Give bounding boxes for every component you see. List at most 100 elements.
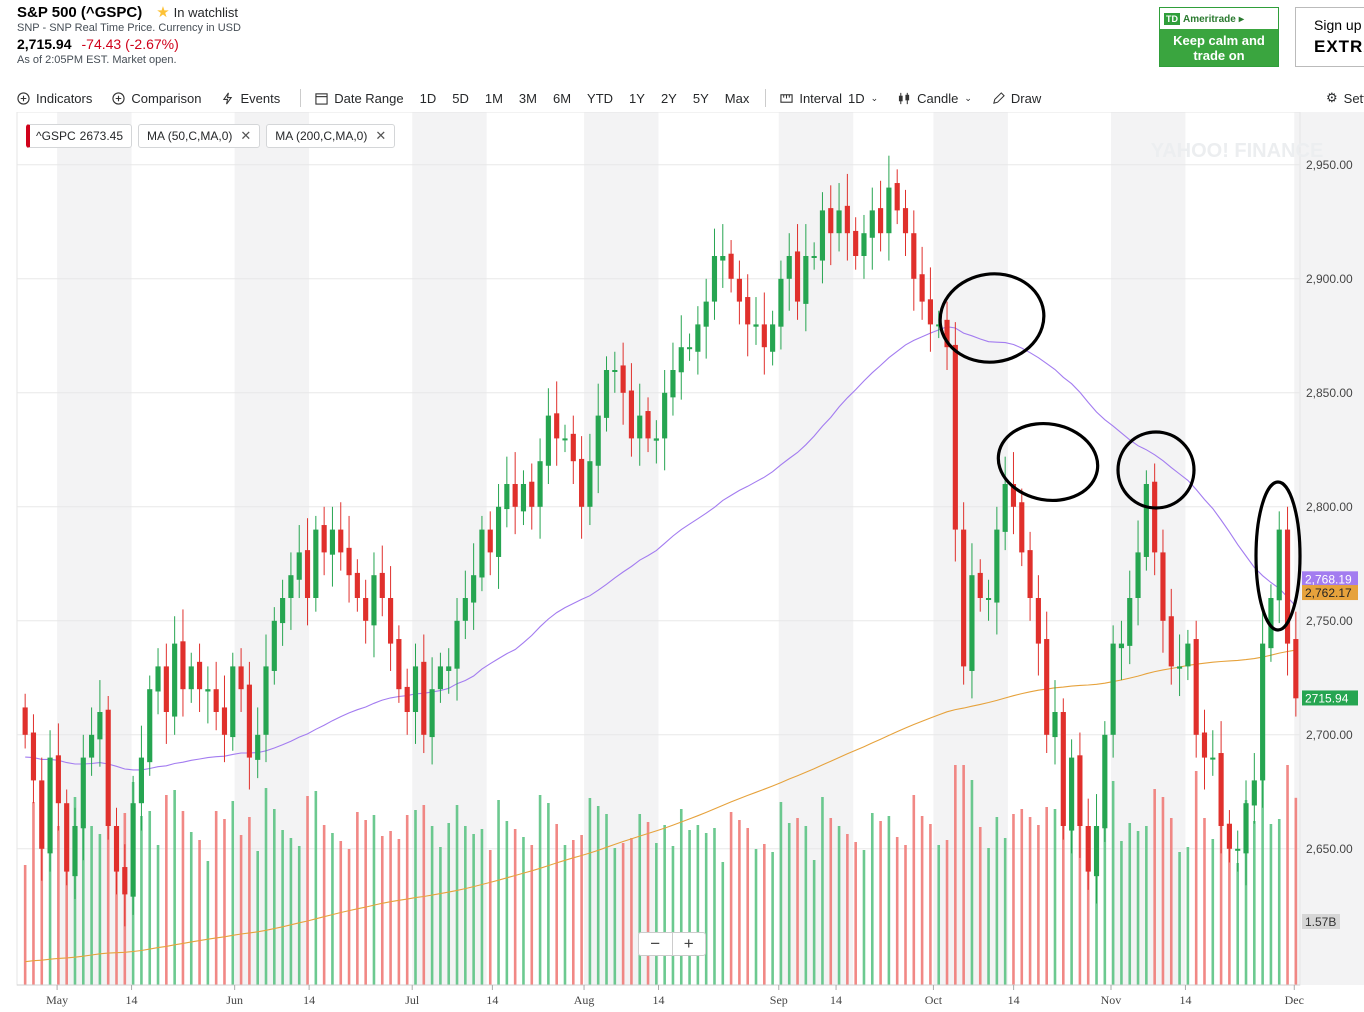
candle-body: [404, 686, 410, 712]
range-1d[interactable]: 1D: [419, 90, 437, 106]
volume-bar: [239, 835, 243, 985]
volume-bar: [1253, 821, 1256, 985]
volume-bar: [887, 816, 891, 985]
volume-bar: [505, 821, 509, 985]
candle-body: [47, 757, 53, 854]
volume-bar: [430, 826, 434, 985]
volume-bar: [90, 826, 93, 985]
close-icon[interactable]: ✕: [375, 128, 387, 143]
volume-bar: [1244, 800, 1248, 985]
range-3m[interactable]: 3M: [518, 90, 537, 106]
date-range-button[interactable]: Date Range: [315, 91, 404, 106]
range-max[interactable]: Max: [724, 90, 750, 106]
candle-body: [80, 757, 86, 829]
volume-bar: [206, 861, 210, 985]
legend-ma50[interactable]: MA (50,C,MA,0) ✕: [138, 124, 261, 148]
volume-bar: [804, 826, 808, 985]
volume-bar: [189, 832, 193, 985]
candle-body: [969, 575, 975, 671]
range-1m[interactable]: 1M: [484, 90, 503, 106]
ma200-line: [25, 649, 1296, 963]
watchlist-toggle[interactable]: ★ In watchlist: [156, 3, 238, 21]
candle-body: [869, 210, 875, 238]
volume-bar: [580, 835, 583, 985]
zoom-out-button[interactable]: −: [650, 934, 661, 953]
legend-main-series[interactable]: ^GSPC 2673.45: [26, 124, 133, 148]
ad-tagline: Keep calm and trade on: [1160, 29, 1278, 66]
zoom-in-button[interactable]: +: [671, 933, 706, 955]
events-button[interactable]: Events: [221, 91, 280, 106]
interval-dropdown[interactable]: Interval 1D ⌄: [780, 91, 878, 106]
volume-bar: [140, 816, 143, 985]
ma200-value-tag-bg: [1302, 585, 1358, 601]
ameritrade-ad[interactable]: TD Ameritrade ▸ Keep calm and trade on: [1159, 7, 1279, 67]
legend-ma200[interactable]: MA (200,C,MA,0) ✕: [266, 124, 396, 148]
extra-label: EXTRA: [1314, 37, 1364, 56]
candle-body: [770, 324, 776, 352]
volume-bar: [264, 788, 268, 985]
indicators-button[interactable]: Indicators: [17, 91, 92, 106]
last-price-tag: 2715.94: [1305, 691, 1349, 705]
candle-body: [545, 415, 551, 466]
candle-body: [1069, 757, 1075, 831]
chart-area[interactable]: ^GSPC 2673.45 MA (50,C,MA,0) ✕ MA (200,C…: [0, 112, 1364, 1012]
volume-bar: [970, 780, 974, 985]
price-change: -74.43 (-2.67%): [81, 36, 179, 52]
draw-button[interactable]: Draw: [992, 91, 1041, 106]
volume-bar: [787, 823, 791, 985]
candle-body: [1293, 639, 1299, 699]
volume-bar: [1012, 814, 1015, 985]
volume-bar: [397, 839, 401, 985]
candle-body: [1035, 598, 1041, 644]
volume-bar: [389, 831, 392, 985]
candle-body: [1002, 484, 1008, 532]
comparison-button[interactable]: Comparison: [112, 91, 201, 106]
range-5y[interactable]: 5Y: [692, 90, 709, 106]
volume-bar: [1078, 807, 1082, 985]
candle-body: [570, 433, 576, 462]
range-ytd[interactable]: YTD: [587, 90, 614, 106]
volume-bar: [1020, 809, 1024, 985]
x-tick-label: Oct: [925, 993, 943, 1007]
candle-body: [1027, 550, 1033, 598]
candle-body: [1044, 639, 1050, 735]
chart-legend: ^GSPC 2673.45 MA (50,C,MA,0) ✕ MA (200,C…: [26, 124, 396, 148]
volume-bar: [297, 846, 301, 985]
range-2y[interactable]: 2Y: [660, 90, 677, 106]
candle-body: [1284, 529, 1291, 644]
range-1y[interactable]: 1Y: [629, 90, 645, 106]
candle-body: [936, 324, 942, 327]
settings-button[interactable]: ⚙ Settings: [1326, 90, 1364, 106]
volume-bar: [32, 802, 35, 985]
candle-body: [22, 707, 28, 735]
volume-bar: [704, 833, 708, 985]
candle-body: [1276, 529, 1282, 601]
candle-body: [246, 684, 252, 758]
interval-value: 1D: [847, 90, 865, 106]
candle-body: [1168, 616, 1174, 667]
volume-bar: [630, 838, 633, 985]
annotation-circle: [938, 272, 1046, 364]
chart-type-dropdown[interactable]: Candle ⌄: [898, 91, 972, 106]
candle-body: [786, 256, 792, 279]
range-6m[interactable]: 6M: [552, 90, 572, 106]
volume-bar: [148, 811, 152, 985]
close-icon[interactable]: ✕: [240, 128, 252, 143]
candlestick-chart[interactable]: YAHOO! FINANCE 2,650.00 2,700.00 2,750.00 2…: [0, 112, 1364, 1012]
range-5d[interactable]: 5D: [452, 90, 469, 106]
candle-body: [587, 461, 593, 507]
candle-body: [437, 666, 443, 690]
candle-body: [894, 183, 900, 211]
candle-body: [487, 529, 493, 553]
candle-body: [595, 415, 601, 466]
signup-ad[interactable]: Sign up EXTRA: [1295, 7, 1364, 67]
candle-body: [745, 297, 751, 325]
candle-body: [686, 347, 693, 350]
candle-body: [794, 251, 801, 302]
candle-body: [89, 734, 95, 758]
candle-body: [1152, 481, 1158, 553]
candle-body: [952, 344, 958, 530]
lightning-icon: [223, 92, 233, 104]
volume-bar: [1261, 765, 1264, 985]
volume-bar: [1145, 826, 1148, 985]
